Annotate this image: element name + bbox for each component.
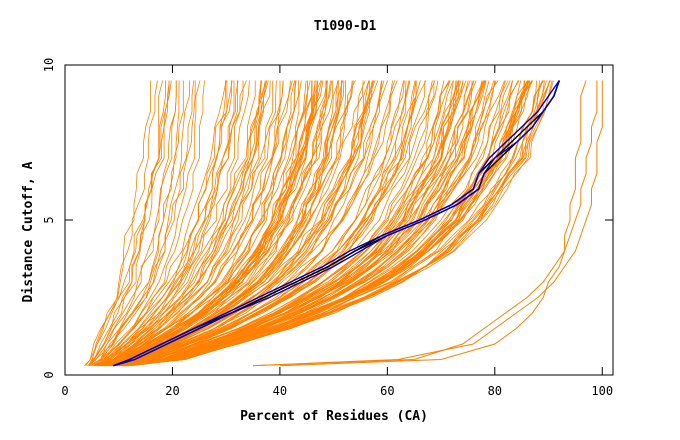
model-curve	[117, 80, 417, 367]
model-curve	[97, 80, 281, 367]
model-curve	[92, 80, 196, 367]
model-curve	[99, 80, 308, 367]
model-curve	[93, 80, 233, 367]
highlighted-model-curve	[113, 80, 560, 367]
model-curve	[119, 80, 451, 367]
model-curve	[125, 80, 511, 367]
model-curve	[99, 80, 250, 367]
model-curve	[97, 80, 205, 366]
model-curve	[89, 80, 172, 366]
model-curve	[125, 80, 543, 367]
model-curve	[118, 80, 464, 367]
model-curve	[115, 80, 433, 367]
model-curve	[100, 80, 295, 367]
model-curve	[110, 80, 376, 367]
x-axis-label: Percent of Residues (CA)	[240, 409, 428, 424]
model-curve	[100, 80, 262, 367]
model-curve	[99, 80, 244, 367]
outlier-model-curve	[252, 80, 603, 367]
model-curve	[111, 80, 407, 367]
model-curve	[87, 80, 177, 367]
model-curve	[88, 80, 163, 366]
model-curve	[103, 80, 313, 367]
model-curve	[114, 80, 382, 367]
model-curve	[97, 80, 268, 367]
model-curve	[122, 80, 484, 367]
model-curve	[119, 80, 454, 367]
x-tick-label: 80	[488, 384, 502, 398]
model-curve	[125, 80, 513, 367]
model-curve	[91, 80, 166, 366]
model-curves-outliers	[252, 80, 603, 367]
model-curve	[102, 80, 299, 367]
model-curve	[88, 80, 151, 366]
x-tick-label: 0	[61, 384, 68, 398]
model-curve	[94, 80, 190, 366]
model-curve	[113, 80, 427, 367]
model-curve	[97, 80, 226, 367]
y-tick-label: 10	[42, 58, 56, 72]
model-curve	[100, 80, 293, 367]
model-curve	[104, 80, 284, 367]
model-curves-bundle	[84, 80, 554, 367]
y-tick-label: 0	[42, 371, 56, 378]
model-curve	[124, 80, 490, 367]
model-curve	[120, 80, 459, 367]
model-curve	[107, 80, 318, 367]
outlier-model-curve	[279, 80, 587, 367]
model-curve	[106, 80, 328, 367]
model-curve	[84, 80, 158, 366]
model-curves-highlighted	[113, 80, 560, 367]
highlighted-model-curve	[113, 80, 560, 367]
model-curve	[97, 80, 262, 367]
model-curve	[124, 80, 545, 367]
chart-title: T1090-D1	[314, 19, 377, 34]
model-curve	[98, 80, 262, 367]
model-curve	[103, 80, 331, 367]
model-curve	[114, 80, 398, 367]
model-curve	[89, 80, 195, 367]
model-curve	[112, 80, 388, 367]
y-axis: 0 5 10	[42, 58, 613, 379]
model-curve	[105, 80, 313, 367]
model-curve	[107, 80, 339, 367]
model-curve	[96, 80, 238, 367]
model-curve	[85, 80, 170, 366]
model-curve	[96, 80, 268, 367]
model-curve	[103, 80, 296, 367]
model-curve	[111, 80, 417, 367]
model-curve	[129, 80, 545, 367]
model-curve	[89, 80, 177, 366]
model-curve	[119, 80, 475, 367]
y-axis-label: Distance Cutoff, A	[21, 161, 36, 302]
x-tick-label: 60	[380, 384, 394, 398]
model-curve	[122, 80, 459, 367]
model-curve	[94, 80, 228, 367]
model-curve	[91, 80, 227, 367]
model-curve	[119, 80, 486, 367]
model-curve	[121, 80, 445, 367]
model-curve	[102, 80, 277, 367]
x-tick-label: 100	[591, 384, 613, 398]
x-tick-label: 40	[273, 384, 287, 398]
model-curve	[110, 80, 383, 367]
model-curve	[131, 80, 554, 367]
model-curve	[88, 80, 170, 366]
model-curve	[125, 80, 547, 367]
x-tick-label: 20	[165, 384, 179, 398]
y-tick-label: 5	[42, 216, 56, 223]
outlier-model-curve	[252, 80, 598, 367]
x-axis: 0 20 40 60 80 100	[61, 65, 613, 398]
model-curve	[116, 80, 439, 367]
model-curve	[101, 80, 323, 367]
model-curve	[93, 80, 180, 366]
model-curve	[98, 80, 266, 367]
model-curve	[122, 80, 525, 367]
